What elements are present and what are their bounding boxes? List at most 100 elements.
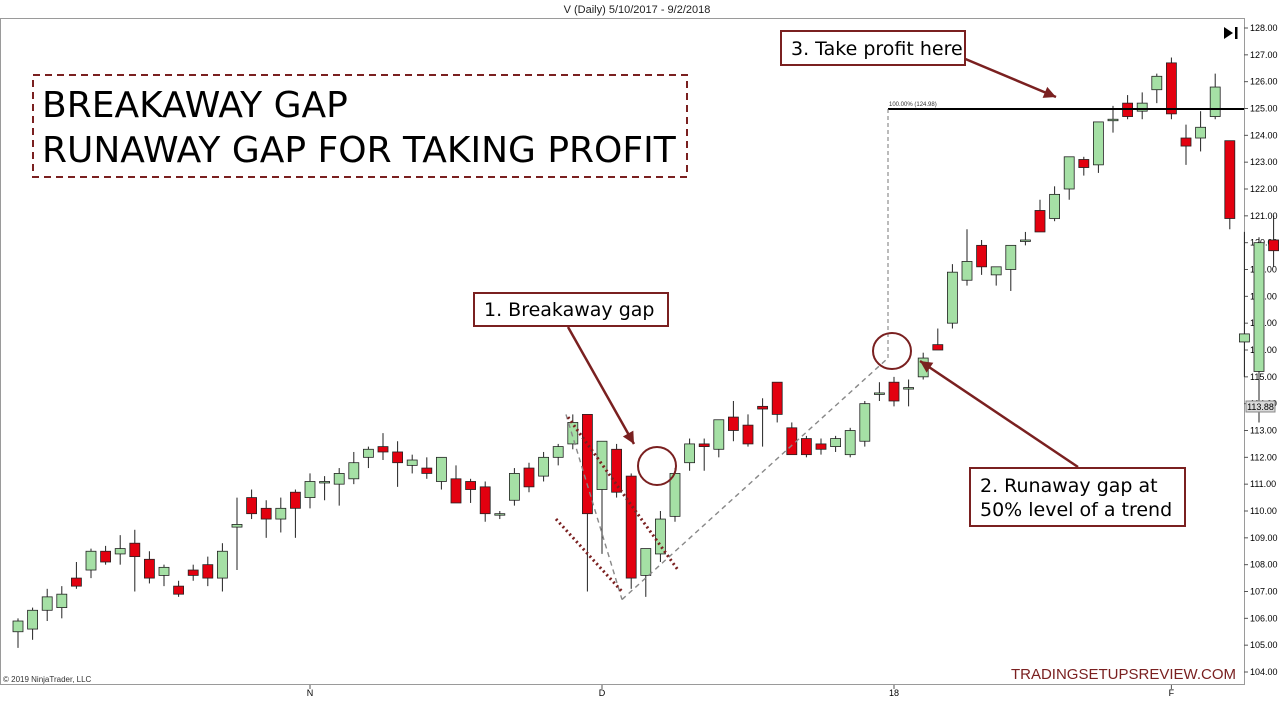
candle-body bbox=[640, 548, 652, 576]
candle-up bbox=[830, 435, 841, 452]
y-tick-label: 109.00 bbox=[1250, 533, 1278, 543]
candle-body bbox=[947, 271, 958, 324]
note-1-text: 1. Breakaway gap bbox=[484, 299, 654, 321]
candle-body bbox=[231, 524, 243, 528]
candle-body bbox=[362, 448, 374, 458]
candle-body bbox=[319, 481, 331, 484]
candle-body bbox=[844, 430, 856, 456]
candle-body bbox=[1209, 86, 1221, 117]
arrow-runaway bbox=[919, 359, 1079, 469]
y-tick-label: 113.00 bbox=[1250, 426, 1277, 436]
y-tick-label: 126.00 bbox=[1250, 77, 1278, 87]
candle-down bbox=[698, 438, 710, 471]
title-line-2: RUNAWAY GAP FOR TAKING PROFIT bbox=[42, 130, 677, 171]
arrow-shaft bbox=[919, 359, 1079, 469]
candle-up bbox=[1107, 105, 1119, 133]
x-tick-label: N bbox=[307, 688, 314, 698]
candle-up bbox=[114, 535, 126, 565]
candle-body bbox=[465, 481, 477, 490]
candle-down bbox=[976, 239, 987, 275]
candle-body bbox=[771, 381, 783, 415]
candle-body bbox=[100, 550, 111, 563]
candle-down bbox=[523, 462, 535, 493]
candle-down bbox=[143, 551, 155, 584]
candle-up bbox=[669, 468, 681, 522]
candle-body bbox=[1224, 140, 1236, 219]
candle-up bbox=[1093, 121, 1104, 173]
candle-down bbox=[450, 465, 462, 504]
candle-down bbox=[202, 556, 214, 587]
chart-title: V (Daily) 5/10/2017 - 9/2/2018 bbox=[564, 4, 711, 16]
candle-up bbox=[216, 543, 228, 592]
candle-body bbox=[874, 392, 885, 395]
y-tick-label: 122.00 bbox=[1250, 184, 1278, 194]
candle-body bbox=[348, 462, 360, 480]
candles bbox=[12, 57, 1279, 648]
channel-lower-dotted bbox=[554, 518, 624, 593]
candle-body bbox=[523, 467, 535, 488]
candle-down bbox=[757, 398, 768, 447]
candle-body bbox=[129, 542, 141, 558]
candle-body bbox=[1093, 121, 1104, 166]
candle-up bbox=[494, 511, 506, 520]
fib-100-label: 100.00% (124.98) bbox=[889, 102, 937, 108]
candle-body bbox=[406, 459, 418, 466]
candle-down bbox=[421, 457, 433, 479]
candle-body bbox=[114, 548, 126, 555]
candle-body bbox=[728, 416, 739, 431]
candle-up bbox=[275, 497, 287, 533]
candle-body bbox=[1063, 156, 1075, 190]
candle-body bbox=[567, 422, 579, 445]
candle-body bbox=[815, 443, 827, 450]
fib-trend-dashed bbox=[621, 357, 889, 601]
candle-body bbox=[1005, 244, 1017, 270]
candle-body bbox=[450, 478, 462, 504]
candle-up bbox=[27, 607, 39, 640]
arrow-head bbox=[1042, 86, 1056, 98]
candle-down bbox=[815, 438, 827, 455]
candle-up bbox=[552, 443, 564, 466]
candle-body bbox=[1136, 102, 1148, 112]
last-price-tag: 113.88 bbox=[1245, 400, 1276, 413]
candle-body bbox=[932, 344, 944, 351]
candle-body bbox=[1078, 159, 1090, 168]
candle-down bbox=[801, 435, 812, 458]
candle-up bbox=[844, 427, 856, 458]
candle-body bbox=[202, 564, 214, 579]
note-breakaway-gap: 1. Breakaway gap bbox=[473, 292, 669, 327]
candle-up bbox=[713, 419, 725, 458]
candle-body bbox=[392, 451, 404, 464]
candle-up bbox=[567, 414, 579, 450]
time-axis: N D 18 F bbox=[307, 685, 1175, 698]
runaway-gap-circle bbox=[872, 332, 912, 370]
candle-down bbox=[1180, 124, 1192, 165]
candle-body bbox=[85, 550, 97, 571]
note-2-line-2: 50% level of a trend bbox=[980, 499, 1172, 521]
candle-body bbox=[552, 446, 564, 458]
candle-down bbox=[625, 473, 637, 589]
candle-body bbox=[888, 381, 900, 402]
candle-body bbox=[742, 424, 754, 445]
candle-up bbox=[1005, 244, 1017, 291]
candle-body bbox=[1034, 210, 1046, 233]
candle-down bbox=[100, 545, 111, 565]
channel-upper-dotted bbox=[566, 416, 680, 571]
candle-body bbox=[71, 577, 82, 587]
y-tick-label: 115.00 bbox=[1250, 372, 1277, 382]
candle-up bbox=[538, 451, 549, 482]
candle-up bbox=[41, 588, 53, 622]
candle-body bbox=[1020, 239, 1031, 242]
arrow-head bbox=[920, 361, 934, 373]
candle-up bbox=[903, 379, 914, 407]
candle-body bbox=[757, 405, 768, 410]
candle-up bbox=[158, 564, 170, 587]
y-tick-label: 125.00 bbox=[1250, 104, 1278, 114]
scroll-to-end-icon[interactable] bbox=[1224, 27, 1238, 39]
candle-up bbox=[304, 473, 316, 509]
candle-body bbox=[421, 467, 433, 474]
candle-down bbox=[888, 376, 900, 407]
candle-body bbox=[173, 585, 185, 595]
candle-up bbox=[319, 476, 331, 501]
candle-body bbox=[158, 566, 170, 576]
